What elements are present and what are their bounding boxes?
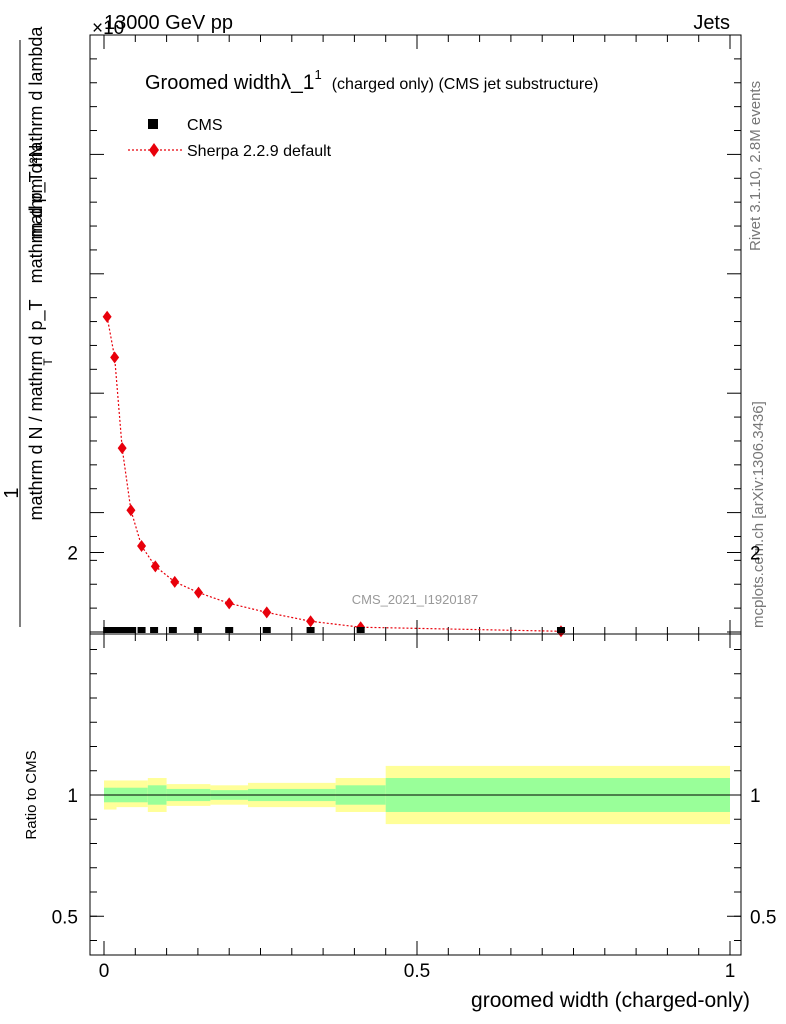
legend-marker-cms — [148, 119, 158, 129]
y-label-numer-bottom: mathrm d p_T mathrm d lambda — [26, 26, 47, 284]
ratio-y-ticks: 0.5 0.5 1 1 2 2 — [52, 544, 776, 941]
sherpa-point — [194, 586, 204, 599]
ratio-y-tick-label: 1 — [67, 786, 78, 807]
rivet-version-label: Rivet 3.1.10, 2.8M events — [747, 81, 764, 251]
sherpa-point — [306, 615, 316, 628]
mcplots-label: mcplots.cern.ch [arXiv:1306.3436] — [750, 401, 767, 628]
beam-energy-label: 13000 GeV pp — [104, 12, 233, 34]
x-tick-label: 0 — [99, 961, 110, 982]
ratio-y-tick-label: 2 — [750, 544, 761, 565]
legend-marker-sherpa — [149, 143, 159, 157]
cms-point — [121, 627, 130, 633]
x-tick-label: 0.5 — [404, 961, 430, 982]
cms-point — [128, 627, 137, 633]
plot-title: Groomed widthλ_11 (charged only) (CMS jet… — [145, 67, 598, 94]
ratio-plot-frame — [89, 633, 742, 956]
sherpa-point — [262, 606, 272, 619]
cms-point — [168, 627, 177, 633]
series-sherpa — [102, 310, 566, 638]
plot-title-suffix: (charged only) (CMS jet substructure) — [332, 76, 599, 93]
cms-point — [306, 627, 315, 633]
sherpa-point — [224, 597, 234, 610]
y-label-numer-top: mathrm d²N — [26, 144, 46, 239]
x-axis-label: groomed width (charged-only) — [471, 989, 750, 1012]
ratio-plot-panel: 0.5 0.51 12 2 0 0.5 1 — [52, 544, 777, 983]
exponent-label: ×10 — [92, 18, 124, 39]
sherpa-point — [110, 351, 120, 364]
cms-point — [193, 627, 202, 633]
legend-label-cms: CMS — [187, 117, 223, 134]
legend-label-sherpa: Sherpa 2.2.9 default — [187, 143, 332, 160]
sherpa-point — [102, 310, 112, 323]
plot-title-main: Groomed width — [145, 72, 281, 94]
cms-point — [115, 627, 124, 633]
ratio-y-tick-label: 1 — [750, 786, 761, 807]
ratio-y-tick-label: 0.5 — [750, 907, 776, 928]
main-y-axis-label: 1 mathrm d N / mathrm d p_T mathrm d²N m… — [1, 26, 55, 627]
ratio-y-tick-label: 0.5 — [52, 907, 78, 928]
legend: CMS Sherpa 2.2.9 default — [128, 117, 332, 160]
plot-title-superscript: 1 — [314, 67, 321, 82]
sherpa-point — [150, 560, 160, 573]
cms-point — [225, 627, 234, 633]
series-cms — [103, 627, 565, 633]
cms-point — [103, 627, 112, 633]
main-plot-panel: Groomed widthλ_11 (charged only) (CMS jet… — [89, 34, 742, 638]
sherpa-point — [126, 504, 136, 517]
cms-point — [150, 627, 159, 633]
cms-point — [556, 627, 565, 633]
process-label: Jets — [693, 12, 730, 34]
ratio-y-tick-label: 2 — [67, 544, 78, 565]
cms-point — [109, 627, 118, 633]
cms-point — [137, 627, 146, 633]
x-tick-label: 1 — [725, 961, 736, 982]
sherpa-point — [137, 540, 147, 553]
y-label-numerator-one: 1 — [1, 487, 23, 498]
cms-point — [262, 627, 271, 633]
y-label-denominator: mathrm d N / mathrm d p_T — [26, 299, 47, 520]
analysis-watermark: CMS_2021_I1920187 — [352, 592, 479, 607]
ratio-y-axis-label: Ratio to CMS — [23, 750, 40, 839]
main-y-ticks — [90, 58, 741, 633]
cms-point — [356, 627, 365, 633]
sherpa-point — [117, 442, 127, 455]
ratio-x-ticks: 0 0.5 1 — [99, 634, 736, 982]
sherpa-point — [170, 575, 180, 588]
plot-title-lambda: λ_1 — [281, 71, 315, 94]
y-label-subscript-t: T — [41, 358, 55, 366]
